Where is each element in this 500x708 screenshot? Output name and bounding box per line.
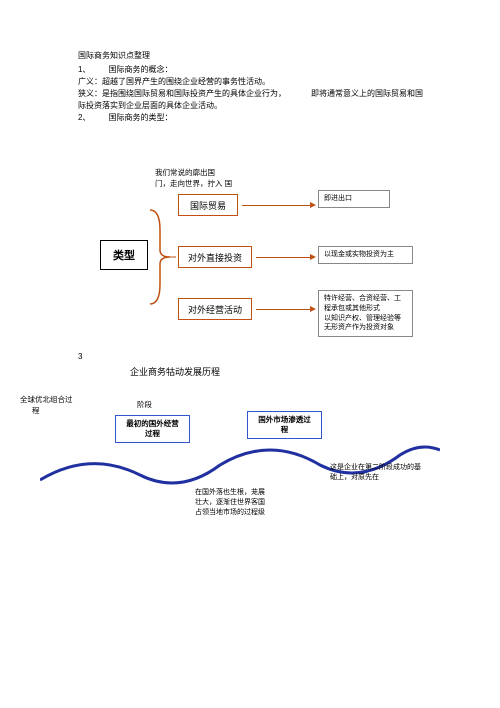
arrow1-head-icon [310,202,316,208]
global-combo-label: 全球优北组合过 程 [20,395,73,416]
stages-diagram: 全球优北组合过 程 阶段 最初的国外经营 过程 国外市场渗透过 程 在国外落也生… [0,385,500,565]
desc-ops: 特许经营、合资经营、工 程承包或其他形式 以知识产权、管理经验等 无形资产作为投… [318,290,413,337]
item2-num: 2、 [78,113,90,122]
item2-label: 国际商务的类型： [108,113,172,122]
sbox1-l2: 过程 [121,429,184,439]
stage-text-1: 在国外落也生根，茏展壮大，逐渐住世界客国占领当地市场的过程级 [195,488,270,517]
bracket-icon [148,200,176,314]
narrow-def-2: 际投资落实到企业层面的具体企业活动。 [78,100,478,112]
arrow3-line [256,309,312,310]
sbox2-l1: 国外市场渗透过 [253,415,316,425]
arrow2-head-icon [310,254,316,260]
broad-def: 广义：超越了国界产生的围绕企业经营的事务性活动。 [78,76,478,88]
desc-trade: 即进出口 [318,190,390,208]
narrow-def-1a: 狭义：是指围绕国际贸易和国际投资产生的具体企业行为， [78,89,286,98]
section3-num: 3 [78,352,82,361]
node-fdi: 对外直接投资 [178,246,252,268]
section3-title: 企业商务牯动发展历程 [130,365,220,378]
intro-line2: 门，走向世界，拧入 国 [155,179,232,190]
node-trade: 国际贸易 [178,194,238,216]
node-foreign-ops: 对外经营活动 [178,298,252,320]
desc3-l3: 以知识产权、管理经验等 [324,314,407,324]
page-title: 国际商务知识点整理 [78,50,478,61]
stage-word: 阶段 [137,399,152,410]
type-root-box: 类型 [100,240,148,270]
narrow-def-1b: 即将通常意义上的国际贸易和国 [311,89,423,98]
desc3-l4: 无形资产作为投资对象 [324,323,407,333]
sbox2-l2: 程 [253,425,316,435]
stage-box-2: 国外市场渗透过 程 [247,411,322,439]
arrow2-line [256,257,312,258]
left-l2: 程 [32,406,73,417]
desc3-l2: 程承包或其他形式 [324,304,407,314]
stage-box-1: 最初的国外经营 过程 [115,415,190,443]
type-diagram: 我们常说的廓出国 门，走向世界，拧入 国 类型 国际贸易 对外直接投资 对外经营… [78,168,458,343]
stage-text-2: 这是企业在第二阶段成功的基础上，对原先在 [330,463,425,483]
sbox1-l1: 最初的国外经营 [121,419,184,429]
left-l1: 全球优北组合过 [20,395,73,406]
intro-line1: 我们常说的廓出国 [155,168,232,179]
item1-num: 1、 [78,65,90,74]
desc3-l1: 特许经营、合资经营、工 [324,294,407,304]
desc-fdi: 以现金或实物投资为主 [318,246,413,264]
arrow1-line [242,205,312,206]
arrow3-head-icon [310,306,316,312]
item1-label: 国际商务的概念： [108,65,172,74]
diagram-intro: 我们常说的廓出国 门，走向世界，拧入 国 [155,168,232,189]
